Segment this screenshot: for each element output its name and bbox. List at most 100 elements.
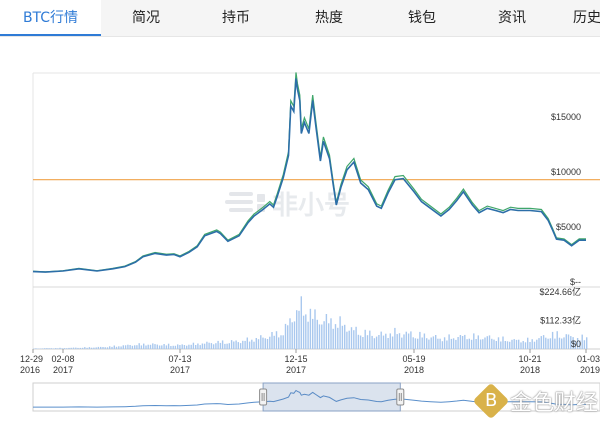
volume-bar — [403, 334, 405, 349]
volume-bar — [497, 337, 500, 349]
volume-bar — [366, 335, 369, 349]
watermark: 非小号 — [225, 191, 350, 221]
volume-bar — [197, 343, 199, 349]
volume-bar — [522, 341, 524, 349]
volume-bar — [298, 310, 300, 349]
volume-bar — [237, 342, 239, 349]
volume-bar — [346, 331, 348, 349]
volume-bar — [337, 327, 339, 349]
volume-bar — [482, 339, 484, 349]
volume-bar — [88, 347, 91, 349]
volume-bar — [188, 344, 190, 349]
volume-axis-labels: $224.66亿 $112.33亿 $0 — [539, 286, 581, 349]
volume-bar — [375, 336, 378, 349]
volume-bar — [524, 342, 527, 349]
volume-bar — [226, 343, 228, 349]
volume-bar — [419, 331, 421, 349]
volume-bar — [84, 347, 86, 349]
volume-bar — [410, 331, 412, 349]
tab-holdings[interactable]: 持币 — [222, 10, 250, 26]
volume-bar — [556, 331, 558, 349]
jinse-logo-icon: B — [472, 382, 510, 420]
volume-bar — [66, 348, 68, 349]
volume-bar — [439, 338, 441, 349]
navigator-right-handle[interactable] — [396, 388, 405, 406]
tab-bar: BTC行情 简况 持币 热度 钱包 资讯 历史 — [0, 0, 600, 37]
volume-bar — [477, 335, 479, 349]
volume-bar — [470, 339, 473, 349]
volume-bar — [531, 339, 533, 349]
volume-bar — [357, 334, 360, 349]
volume-bar — [124, 345, 127, 349]
volume-bar — [421, 337, 423, 349]
volume-bar — [385, 333, 387, 349]
volume-bar — [323, 321, 325, 349]
volume-bar — [567, 334, 570, 349]
volume-bar — [318, 324, 321, 349]
volume-bar — [167, 343, 170, 349]
volume-bar — [435, 335, 437, 349]
volume-bar — [486, 336, 488, 349]
volume-bar — [551, 331, 554, 349]
x-axis-year-label: 2018 — [520, 365, 540, 375]
volume-bar — [147, 344, 149, 349]
volume-bar — [423, 333, 426, 349]
volume-axis-label: $112.33亿 — [540, 315, 581, 326]
volume-bar — [233, 341, 235, 349]
volume-bar — [380, 331, 382, 349]
tab-news[interactable]: 资讯 — [498, 10, 526, 26]
volume-bar — [312, 318, 314, 349]
volume-bar — [430, 337, 432, 349]
volume-bar — [570, 336, 572, 349]
volume-bar — [495, 341, 497, 349]
volume-bar — [515, 339, 518, 349]
volume-bar — [195, 345, 197, 349]
volume-bar — [305, 314, 307, 349]
volume-bar — [359, 335, 362, 349]
volume-bar — [224, 343, 226, 349]
volume-bar — [221, 340, 224, 349]
x-axis-year-label: 2017 — [53, 365, 73, 375]
volume-bar — [239, 343, 242, 349]
volume-bar — [35, 348, 37, 349]
volume-bar — [217, 340, 219, 349]
price-axis-label: $5000 — [556, 222, 581, 232]
volume-bar — [235, 340, 237, 349]
volume-bar — [330, 318, 332, 349]
volume-bar — [244, 340, 246, 349]
price-line — [32, 78, 586, 273]
tab-overview[interactable]: 简况 — [132, 10, 160, 26]
volume-bar — [417, 338, 419, 349]
x-axis-date-label: 02-08 — [51, 354, 74, 364]
volume-bar — [72, 347, 75, 349]
volume-bar — [461, 336, 464, 349]
volume-bar — [95, 347, 97, 349]
volume-bar — [441, 341, 444, 349]
navigator-window[interactable] — [262, 382, 401, 412]
navigator-left-handle[interactable] — [259, 388, 268, 406]
volume-bar — [109, 346, 111, 349]
tab-wallet[interactable]: 钱包 — [408, 10, 436, 26]
tab-popularity[interactable]: 热度 — [315, 10, 343, 26]
volume-bar — [574, 340, 576, 349]
volume-bar — [104, 347, 106, 349]
volume-bar — [475, 339, 477, 349]
volume-bar — [437, 338, 439, 349]
volume-bar — [473, 333, 475, 349]
volume-bar — [165, 345, 168, 349]
volume-bar — [122, 345, 124, 349]
x-axis-year-label: 2017 — [170, 365, 190, 375]
volume-axis-label: $224.66亿 — [539, 286, 581, 297]
volume-bar — [459, 335, 462, 349]
volume-bar — [396, 334, 398, 349]
volume-bar — [426, 338, 428, 349]
volume-bar — [287, 325, 289, 349]
volume-bar — [398, 333, 401, 349]
tab-history[interactable]: 历史 — [573, 10, 600, 26]
tab-btc-market[interactable]: BTC行情 — [0, 0, 101, 36]
volume-bar — [63, 348, 66, 349]
volume-bar — [57, 348, 59, 349]
volume-bar — [181, 344, 183, 349]
volume-bar — [545, 337, 547, 349]
